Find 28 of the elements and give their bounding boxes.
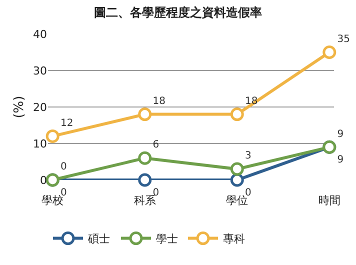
x-tick-label: 學校 xyxy=(42,194,64,207)
y-tick-label: 30 xyxy=(33,64,47,78)
legend-label: 專科 xyxy=(223,232,245,246)
point xyxy=(230,108,244,122)
point xyxy=(46,129,60,143)
point xyxy=(138,151,152,165)
legend-label: 學士 xyxy=(156,232,178,246)
data-label: 35 xyxy=(337,34,350,45)
point xyxy=(138,108,152,122)
data-label: 9 xyxy=(337,128,344,140)
data-label: 0 xyxy=(60,162,67,173)
y-tick-label: 0 xyxy=(40,174,47,187)
data-label: 12 xyxy=(60,118,74,129)
y-tick-label: 10 xyxy=(33,137,47,150)
data-label: 18 xyxy=(152,96,166,107)
x-tick-label: 時間 xyxy=(318,194,340,207)
data-label: 3 xyxy=(245,150,252,162)
data-label: 6 xyxy=(152,140,160,151)
y-axis-title: (%) xyxy=(12,96,27,118)
point xyxy=(322,46,336,59)
data-label: 9 xyxy=(337,154,344,166)
point xyxy=(230,162,244,176)
legend-label: 碩士 xyxy=(87,232,110,246)
y-tick-label: 20 xyxy=(33,100,47,114)
y-tick-label: 40 xyxy=(33,28,47,41)
chart-title: 圖二、各學歷程度之資料造假率 xyxy=(94,5,262,20)
point xyxy=(138,173,152,187)
point xyxy=(230,173,244,187)
